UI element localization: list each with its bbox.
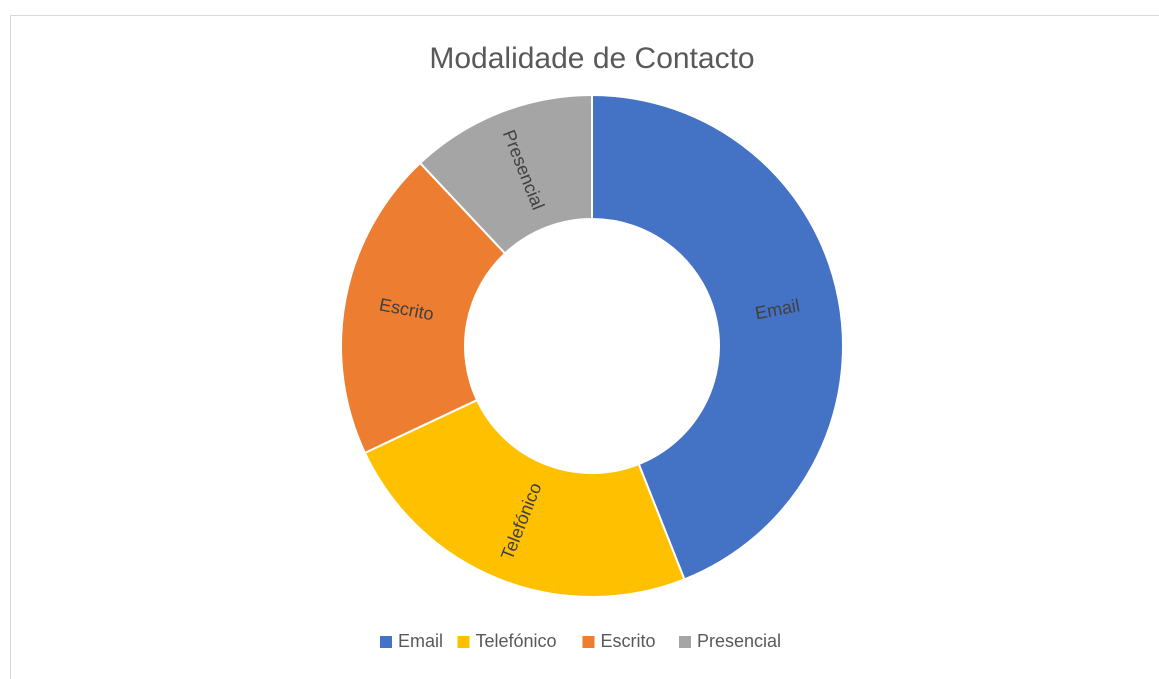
legend-label: Email: [398, 631, 443, 651]
legend-swatch: [582, 636, 595, 648]
legend-swatch: [679, 636, 691, 648]
legend-swatch: [380, 636, 392, 648]
donut-segment: [591, 93, 844, 581]
donut-segment: [363, 398, 686, 598]
donut-segment: [340, 161, 507, 455]
chart-title: Modalidade de Contacto: [429, 42, 754, 75]
legend-swatch: [457, 636, 470, 648]
legend-label: Telefónico: [476, 631, 557, 651]
legend-label: Presencial: [697, 631, 781, 651]
legend-label: Escrito: [601, 631, 656, 651]
donut-segment: [418, 93, 593, 255]
